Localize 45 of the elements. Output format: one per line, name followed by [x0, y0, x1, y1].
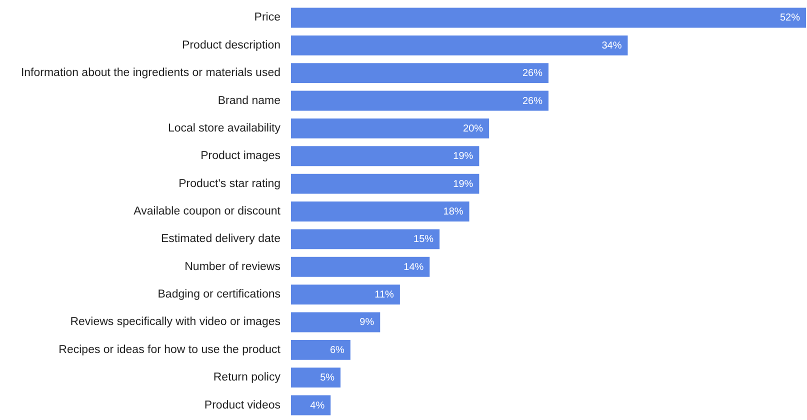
data-label: 19% [453, 151, 474, 162]
data-label: 6% [330, 344, 345, 356]
y-tick-label: Information about the ingredients or materials used [20, 67, 280, 80]
data-label: 11% [374, 290, 394, 301]
y-tick-label: Badging or certifications [158, 288, 281, 301]
data-label: 52% [780, 12, 800, 24]
data-label: 9% [360, 317, 374, 328]
data-label: 20% [463, 123, 484, 134]
y-tick-label: Product videos [204, 399, 281, 412]
bar [291, 90, 548, 111]
y-tick-label: Estimated delivery date [160, 233, 280, 246]
bar [291, 229, 440, 250]
data-label: 14% [404, 262, 424, 273]
bar [291, 8, 806, 28]
y-tick-label: Product description [182, 39, 280, 52]
y-tick-label: Reviews specifically with video or images [70, 316, 281, 328]
data-label: 26% [522, 68, 543, 80]
data-label: 18% [443, 206, 464, 218]
y-tick-label: Local store availability [168, 122, 281, 134]
data-label: 4% [310, 400, 325, 412]
bar [291, 118, 490, 138]
data-label: 5% [320, 372, 335, 384]
data-label: 15% [414, 234, 434, 246]
y-tick-label: Brand name [218, 94, 280, 107]
bar [291, 146, 480, 166]
y-tick-label: Number of reviews [184, 260, 281, 273]
data-label: 34% [602, 40, 622, 52]
y-tick-label: Product images [200, 150, 281, 162]
bar [291, 284, 400, 305]
bar [291, 368, 341, 388]
y-tick-label: Return policy [213, 372, 281, 384]
y-tick-label: Recipes or ideas for how to use the product [58, 344, 282, 356]
bar [291, 312, 380, 332]
y-tick-label: Available coupon or discount [134, 206, 282, 218]
bar [291, 63, 548, 84]
bar [291, 340, 350, 360]
data-label: 26% [522, 96, 543, 107]
bar [291, 256, 430, 277]
data-label: 19% [453, 178, 474, 190]
y-tick-label: Price [254, 12, 280, 24]
bar [291, 174, 480, 194]
bar [291, 202, 470, 222]
bar [291, 395, 331, 416]
y-tick-label: Product's star rating [178, 178, 280, 190]
bar [291, 35, 628, 56]
